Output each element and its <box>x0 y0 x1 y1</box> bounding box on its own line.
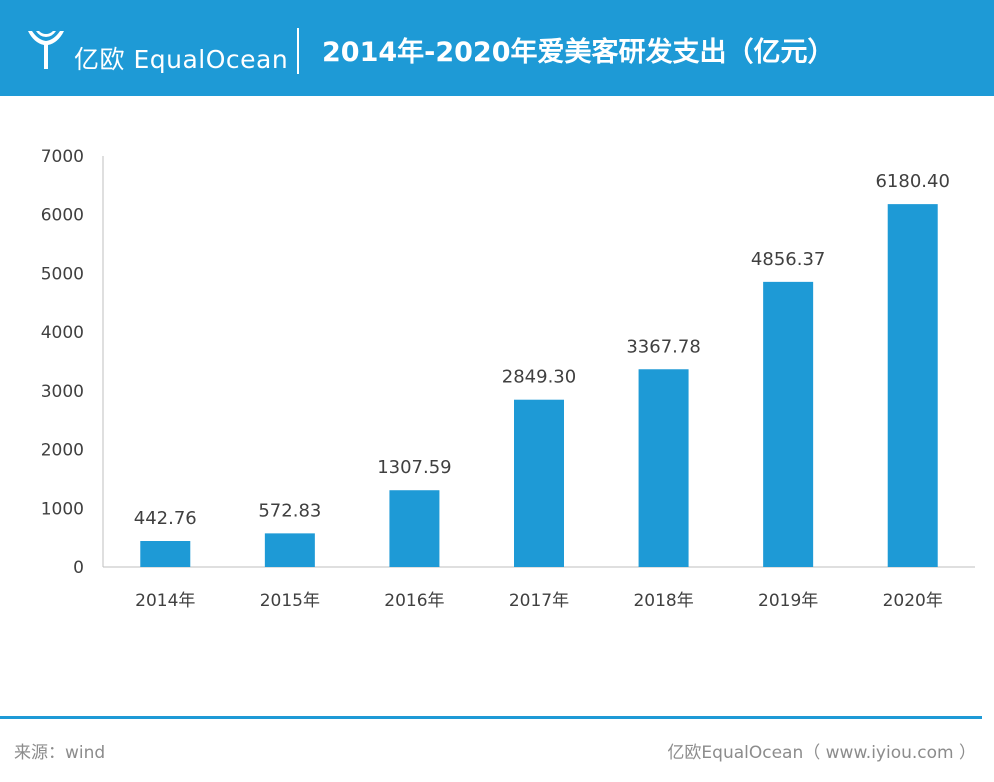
y-tick-label: 6000 <box>41 206 84 226</box>
x-tick-label: 2015年 <box>260 591 320 611</box>
x-tick-label: 2017年 <box>509 591 569 611</box>
y-tick-label: 7000 <box>41 147 84 167</box>
chart-title: 2014年-2020年爱美客研发支出（亿元） <box>322 37 835 68</box>
credit-note: 亿欧EqualOcean（ www.iyiou.com ） <box>667 743 976 763</box>
bar <box>887 204 938 567</box>
brand-name: 亿欧 EqualOcean <box>74 45 289 74</box>
bar <box>389 490 440 567</box>
source-note: 来源：wind <box>14 743 106 763</box>
y-tick-label: 4000 <box>41 323 84 343</box>
x-tick-label: 2018年 <box>633 591 693 611</box>
y-tick-label: 0 <box>73 558 84 578</box>
x-tick-label: 2019年 <box>758 591 818 611</box>
equalocean-logo-icon <box>28 31 64 69</box>
bar-value-label: 442.76 <box>134 508 197 529</box>
header-divider <box>297 28 299 74</box>
x-tick-label: 2020年 <box>883 591 943 611</box>
footer-divider <box>0 716 982 719</box>
bar-value-label: 3367.78 <box>626 336 700 357</box>
y-tick-label: 5000 <box>41 264 84 284</box>
bar-value-label: 6180.40 <box>875 171 949 192</box>
x-tick-label: 2016年 <box>384 591 444 611</box>
bar <box>264 533 315 567</box>
header-bar: 亿欧 EqualOcean 2014年-2020年爱美客研发支出（亿元） <box>0 0 994 96</box>
bar-value-label: 2849.30 <box>502 367 576 388</box>
y-tick-label: 1000 <box>41 499 84 519</box>
bar <box>763 281 814 567</box>
bar <box>638 369 689 567</box>
y-tick-label: 3000 <box>41 382 84 402</box>
x-tick-label: 2014年 <box>135 591 195 611</box>
bar <box>514 399 564 567</box>
bar-value-label: 4856.37 <box>751 249 825 270</box>
bar-chart: 0 1000 2000 3000 4000 5000 6000 7000 442.76 2014年… <box>41 147 975 611</box>
y-tick-label: 2000 <box>41 441 84 461</box>
bar <box>140 541 191 567</box>
bar-value-label: 572.83 <box>258 500 321 521</box>
bar-value-label: 1307.59 <box>377 457 451 478</box>
